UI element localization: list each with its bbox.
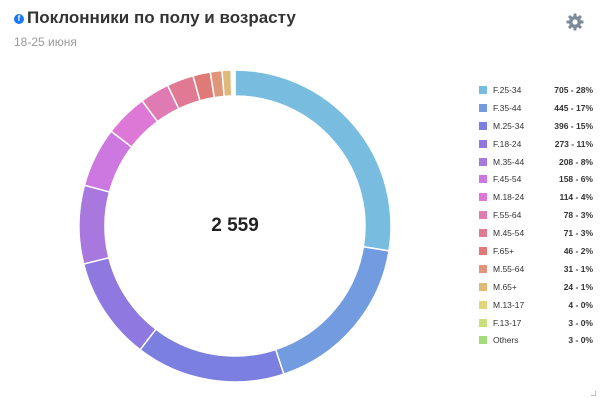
- legend-label: Others: [493, 335, 519, 346]
- legend-value: 31 - 1%: [563, 263, 593, 274]
- legend-value: 705 - 28%: [554, 84, 593, 95]
- title-row: f Поклонники по полу и возрасту: [14, 8, 296, 28]
- legend-swatch: [479, 282, 487, 291]
- facebook-icon: f: [14, 14, 24, 24]
- resize-handle[interactable]: [591, 391, 596, 396]
- legend-swatch: [479, 246, 487, 255]
- legend-label: F.65+: [493, 245, 515, 256]
- date-range: 18-25 июня: [14, 35, 77, 49]
- legend-value: 71 - 3%: [563, 228, 593, 239]
- legend-label: M.18-24: [493, 192, 525, 203]
- legend-swatch: [479, 229, 487, 238]
- legend-label: F.13-17: [493, 317, 522, 328]
- legend-label: F.25-34: [493, 84, 522, 95]
- legend-value: 445 - 17%: [554, 102, 593, 113]
- legend-swatch: [479, 211, 487, 220]
- legend-swatch: [479, 193, 487, 202]
- donut-slice-m-25-34[interactable]: [139, 328, 285, 383]
- legend-item[interactable]: F.65+ 46 - 2%: [479, 242, 597, 260]
- legend-item[interactable]: F.45-54 158 - 6%: [479, 170, 597, 188]
- legend-swatch: [479, 85, 487, 94]
- legend-label: M.65+: [493, 281, 517, 292]
- legend-value: 273 - 11%: [554, 138, 593, 149]
- donut-slice-m-65-[interactable]: [221, 69, 233, 98]
- legend-label: M.13-17: [493, 299, 525, 310]
- legend-value: 396 - 15%: [554, 120, 593, 131]
- legend-item[interactable]: M.65+ 24 - 1%: [479, 278, 597, 296]
- legend-value: 4 - 0%: [568, 299, 593, 310]
- legend-label: F.18-24: [493, 138, 522, 149]
- legend-swatch: [479, 175, 487, 184]
- chart-legend: F.25-34 705 - 28% F.35-44 445 - 17% M.25-34 3…: [479, 81, 597, 349]
- legend-value: 114 - 4%: [559, 192, 593, 203]
- legend-swatch: [479, 264, 487, 273]
- legend-value: 24 - 1%: [563, 281, 593, 292]
- donut-slice-others[interactable]: [233, 69, 236, 97]
- legend-swatch: [479, 103, 487, 112]
- donut-slice-f-35-44[interactable]: [274, 245, 390, 376]
- legend-swatch: [479, 157, 487, 166]
- legend-item[interactable]: F.25-34 705 - 28%: [479, 81, 597, 99]
- legend-item[interactable]: M.18-24 114 - 4%: [479, 188, 597, 206]
- legend-label: M.45-54: [493, 228, 525, 239]
- legend-item[interactable]: F.13-17 3 - 0%: [479, 314, 597, 332]
- chart-header: f Поклонники по полу и возрасту 18-25 ию…: [14, 8, 296, 49]
- legend-label: M.25-34: [493, 120, 525, 131]
- legend-label: F.55-64: [493, 210, 522, 221]
- donut-chart: 2 559: [78, 69, 392, 383]
- legend-value: 46 - 2%: [563, 245, 593, 256]
- legend-swatch: [479, 318, 487, 327]
- legend-item[interactable]: M.35-44 208 - 8%: [479, 153, 597, 171]
- legend-item[interactable]: M.13-17 4 - 0%: [479, 296, 597, 314]
- legend-swatch: [479, 121, 487, 130]
- legend-item[interactable]: M.25-34 396 - 15%: [479, 117, 597, 135]
- legend-label: F.45-54: [493, 174, 522, 185]
- legend-label: M.35-44: [493, 156, 525, 167]
- legend-item[interactable]: Others 3 - 0%: [479, 331, 597, 349]
- legend-swatch: [479, 300, 487, 309]
- legend-item[interactable]: F.35-44 445 - 17%: [479, 99, 597, 117]
- legend-item[interactable]: F.18-24 273 - 11%: [479, 135, 597, 153]
- legend-value: 3 - 0%: [568, 335, 593, 346]
- legend-item[interactable]: F.55-64 78 - 3%: [479, 206, 597, 224]
- legend-swatch: [479, 139, 487, 148]
- center-total: 2 559: [211, 215, 259, 236]
- legend-value: 78 - 3%: [563, 210, 593, 221]
- donut-slice-f-18-24[interactable]: [82, 256, 157, 351]
- chart-title: Поклонники по полу и возрасту: [27, 8, 296, 27]
- legend-item[interactable]: M.55-64 31 - 1%: [479, 260, 597, 278]
- legend-label: M.55-64: [493, 263, 525, 274]
- gear-icon[interactable]: [566, 13, 584, 31]
- legend-label: F.35-44: [493, 102, 522, 113]
- donut-slices: [78, 69, 392, 383]
- legend-value: 3 - 0%: [568, 317, 593, 328]
- legend-value: 208 - 8%: [558, 156, 593, 167]
- legend-item[interactable]: M.45-54 71 - 3%: [479, 224, 597, 242]
- legend-value: 158 - 6%: [558, 174, 593, 185]
- legend-swatch: [479, 336, 487, 345]
- donut-slice-m-35-44[interactable]: [78, 184, 111, 265]
